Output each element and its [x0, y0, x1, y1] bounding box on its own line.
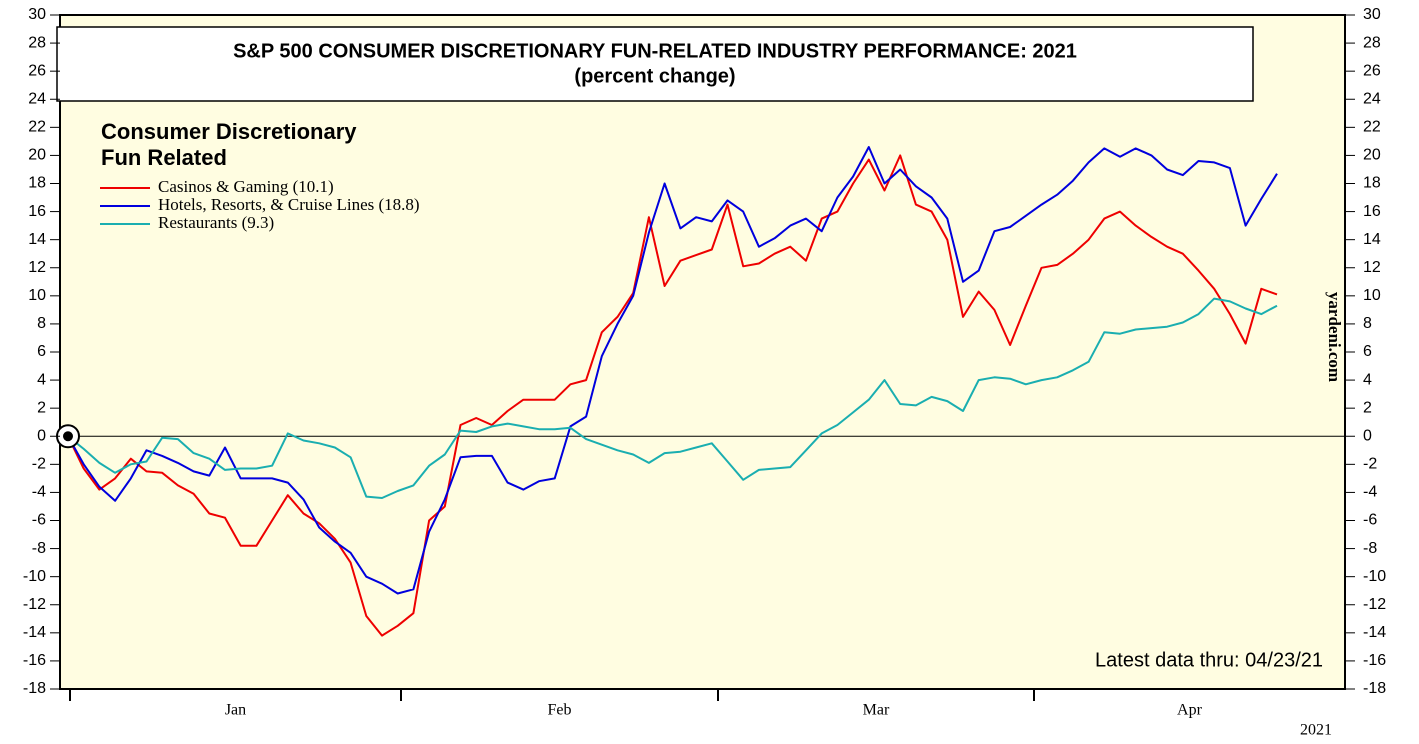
y-tick-label: -8	[32, 540, 46, 557]
y2-tick-label: 18	[1363, 175, 1381, 192]
marks	[56, 146, 1345, 637]
series-line	[67, 146, 1278, 595]
origin-dot	[63, 431, 73, 442]
y2-tick-label: -12	[1363, 596, 1386, 613]
y2-tick-label: 26	[1363, 62, 1381, 79]
y-tick-label: 4	[37, 371, 46, 388]
y2-tick-label: 0	[1363, 427, 1372, 444]
y2-tick-label: -4	[1363, 484, 1377, 501]
y2-tick-label: 10	[1363, 287, 1381, 304]
y2-tick-label: -8	[1363, 540, 1377, 557]
title-box	[56, 26, 1254, 102]
y2-tick-label: 12	[1363, 259, 1381, 276]
y-tick-label: -18	[23, 680, 46, 697]
x-tick-label: Apr	[1177, 702, 1203, 719]
y2-tick-label: -10	[1363, 568, 1386, 585]
y-tick-label: 22	[28, 119, 46, 136]
y-tick-label: 14	[28, 231, 46, 248]
y-tick-label: -14	[23, 624, 46, 641]
y2-tick-label: 22	[1363, 119, 1381, 136]
y-tick-label: 10	[28, 287, 46, 304]
y-tick-label: 6	[37, 343, 46, 360]
y-tick-label: 16	[28, 203, 46, 220]
y-tick-label: 30	[28, 6, 46, 23]
y2-tick-label: 8	[1363, 315, 1372, 332]
legend-label: Casinos & Gaming (10.1)	[158, 177, 334, 196]
x-tick-label: Mar	[863, 702, 890, 719]
chart-subtitle: (percent change)	[574, 65, 735, 87]
y-tick-label: -4	[32, 484, 46, 501]
y2-tick-label: 30	[1363, 6, 1381, 23]
legend-label: Hotels, Resorts, & Cruise Lines (18.8)	[158, 195, 420, 214]
y2-tick-label: -16	[1363, 652, 1386, 669]
chart-title: S&P 500 CONSUMER DISCRETIONARY FUN-RELAT…	[233, 40, 1077, 62]
y-tick-label: 0	[37, 427, 46, 444]
legend-title: Fun Related	[101, 145, 227, 170]
y2-tick-label: 4	[1363, 371, 1372, 388]
plot-area	[59, 14, 1346, 690]
x-axis-label: 2021	[1300, 722, 1332, 739]
source: yardeni.com	[1325, 292, 1344, 382]
y-tick-label: 20	[28, 147, 46, 164]
y-tick-label: -16	[23, 652, 46, 669]
legend-label: Restaurants (9.3)	[158, 213, 274, 232]
y2-tick-label: 28	[1363, 34, 1381, 51]
x-tick-label: Jan	[225, 702, 246, 719]
y2-tick-label: -6	[1363, 512, 1377, 529]
legend-title: Consumer Discretionary	[101, 119, 357, 144]
y-tick-label: 8	[37, 315, 46, 332]
y-tick-label: -10	[23, 568, 46, 585]
y-tick-label: 18	[28, 175, 46, 192]
y2-tick-label: 16	[1363, 203, 1381, 220]
y-tick-label: 2	[37, 399, 46, 416]
y-tick-label: 26	[28, 62, 46, 79]
y2-tick-label: -18	[1363, 680, 1386, 697]
y2-tick-label: 2	[1363, 399, 1372, 416]
y2-tick-label: -14	[1363, 624, 1386, 641]
y-tick-label: -2	[32, 456, 46, 473]
y2-tick-label: 14	[1363, 231, 1381, 248]
y-tick-label: 28	[28, 34, 46, 51]
y-tick-label: -12	[23, 596, 46, 613]
y2-tick-label: 24	[1363, 90, 1381, 107]
y-tick-label: 12	[28, 259, 46, 276]
series-line	[67, 297, 1278, 499]
series-line	[67, 154, 1278, 637]
y2-tick-label: -2	[1363, 456, 1377, 473]
annotation: Latest data thru: 04/23/21	[1095, 649, 1323, 671]
x-tick-label: Feb	[548, 702, 572, 719]
y-tick-label: 24	[28, 90, 46, 107]
y2-tick-label: 20	[1363, 147, 1381, 164]
y2-tick-label: 6	[1363, 343, 1372, 360]
y-tick-label: -6	[32, 512, 46, 529]
